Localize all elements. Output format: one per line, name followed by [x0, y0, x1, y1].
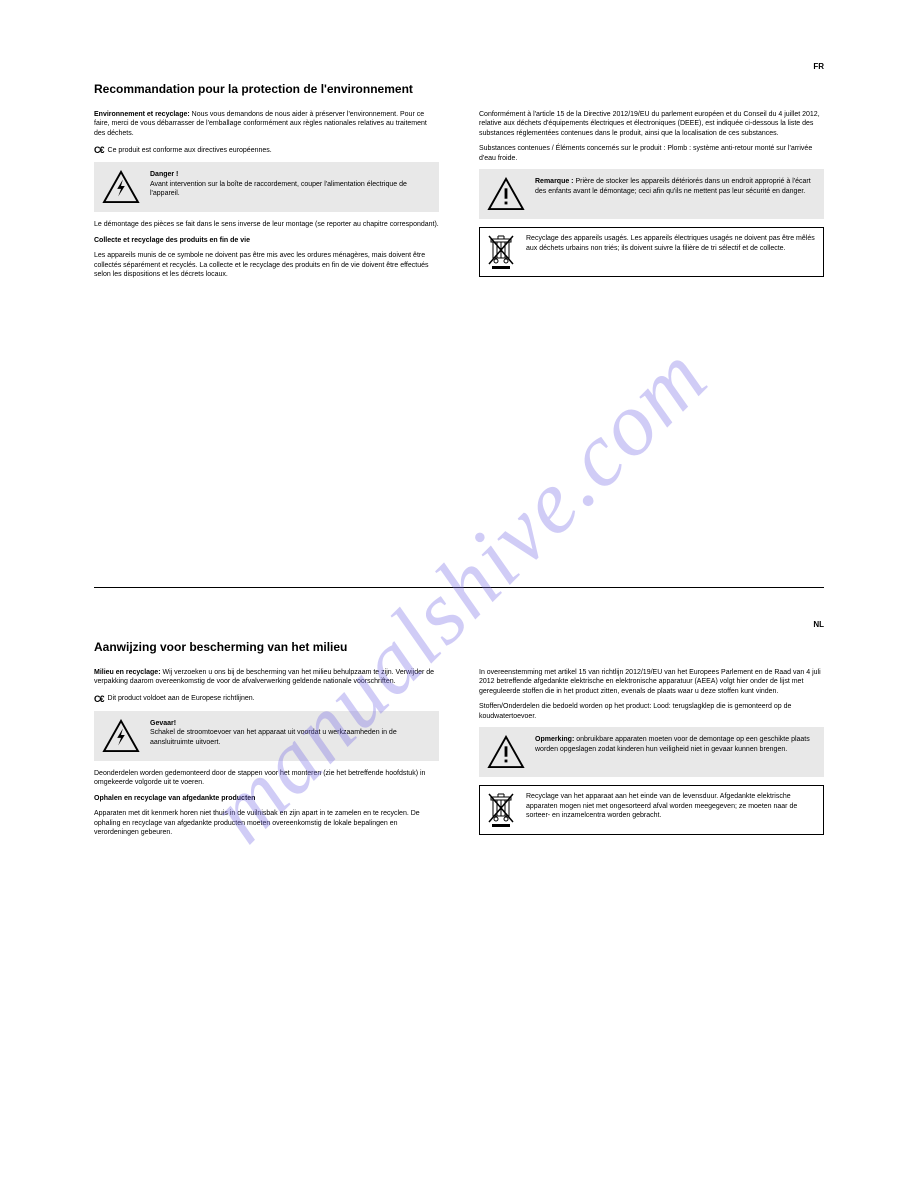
title-nl: Aanwijzing voor bescherming van het mili… — [94, 640, 824, 654]
ce-mark-icon: C€ — [94, 693, 104, 705]
sub-bold-fr: Collecte et recyclage des produits en fi… — [94, 236, 439, 245]
sub-bold-nl: Ophalen en recyclage van afgedankte prod… — [94, 794, 439, 803]
r-p1-fr: Conformément à l'article 15 de la Direct… — [479, 110, 824, 138]
ce-text-fr: Ce produit est conforme aux directives e… — [108, 146, 272, 155]
p2-nl: Apparaten met dit kenmerk horen niet thu… — [94, 809, 439, 837]
exclamation-triangle-icon — [487, 735, 525, 769]
p2-fr: Les appareils munis de ce symbole ne doi… — [94, 251, 439, 279]
remark-box-nl: Opmerking: onbruikbare apparaten moeten … — [479, 727, 824, 777]
r-p1-nl: In overeenstemming met artikel 15 van ri… — [479, 668, 824, 696]
intro-bold-fr: Environnement et recyclage: — [94, 111, 190, 118]
ce-mark-icon: C€ — [94, 144, 104, 156]
remark-text-nl: onbruikbare apparaten moeten voor de dem… — [535, 736, 810, 752]
page-fr: FR Recommandation pour la protection de … — [94, 82, 824, 286]
title-fr: Recommandation pour la protection de l'e… — [94, 82, 824, 96]
remark-box-fr: Remarque : Prière de stocker les apparei… — [479, 169, 824, 219]
r-p2-fr: Substances contenues / Éléments concerné… — [479, 144, 824, 163]
danger-text-nl: Schakel de stroomtoevoer van het apparaa… — [150, 728, 431, 747]
weee-text-nl: Recyclage van het apparaat aan het einde… — [526, 792, 817, 828]
col-right-fr: Conformément à l'article 15 de la Direct… — [479, 110, 824, 286]
p1-nl: Deonderdelen worden gedemonteerd door de… — [94, 769, 439, 788]
exclamation-triangle-icon — [487, 177, 525, 211]
danger-box-fr: Danger ! Avant intervention sur la boîte… — [94, 162, 439, 212]
danger-label-fr: Danger ! — [150, 170, 431, 179]
weee-bin-icon — [486, 234, 516, 270]
lang-label-nl: NL — [813, 620, 824, 629]
lightning-triangle-icon — [102, 719, 140, 753]
remark-text-fr: Prière de stocker les appareils détérior… — [535, 178, 811, 194]
lang-label-fr: FR — [813, 62, 824, 71]
remark-label-nl: Opmerking: — [535, 736, 574, 743]
p1-fr: Le démontage des pièces se fait dans le … — [94, 220, 439, 229]
danger-text-fr: Avant intervention sur la boîte de racco… — [150, 180, 431, 199]
col-left-fr: Environnement et recyclage: Nous vous de… — [94, 110, 439, 286]
lightning-triangle-icon — [102, 170, 140, 204]
danger-label-nl: Gevaar! — [150, 719, 431, 728]
col-right-nl: In overeenstemming met artikel 15 van ri… — [479, 668, 824, 844]
danger-box-nl: Gevaar! Schakel de stroomtoevoer van het… — [94, 711, 439, 761]
col-left-nl: Milieu en recyclage: Wij verzoeken u ons… — [94, 668, 439, 844]
weee-box-fr: Recyclage des appareils usagés. Les appa… — [479, 227, 824, 277]
page-nl: NL Aanwijzing voor bescherming van het m… — [94, 640, 824, 844]
weee-box-nl: Recyclage van het apparaat aan het einde… — [479, 785, 824, 835]
page-divider — [94, 587, 824, 588]
r-p2-nl: Stoffen/Onderdelen die bedoeld worden op… — [479, 702, 824, 721]
remark-label-fr: Remarque : — [535, 178, 574, 185]
intro-bold-nl: Milieu en recyclage: — [94, 669, 161, 676]
weee-bin-icon — [486, 792, 516, 828]
weee-text-fr: Recyclage des appareils usagés. Les appa… — [526, 234, 817, 270]
ce-text-nl: Dit product voldoet aan de Europese rich… — [108, 694, 255, 703]
